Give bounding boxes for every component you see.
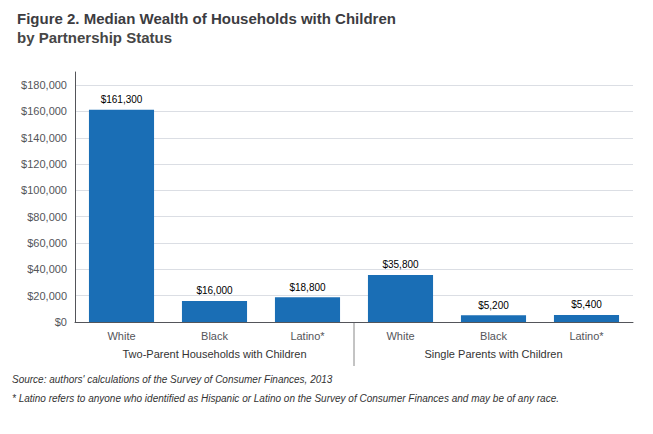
svg-text:$16,000: $16,000: [196, 285, 233, 296]
svg-text:Black: Black: [201, 330, 228, 342]
svg-text:$80,000: $80,000: [27, 211, 67, 223]
svg-text:Latino*: Latino*: [569, 330, 604, 342]
svg-text:Single Parents with Children: Single Parents with Children: [424, 348, 562, 360]
svg-text:* Latino refers to anyone who: * Latino refers to anyone who identified…: [12, 393, 559, 404]
svg-text:White: White: [107, 330, 135, 342]
svg-text:$20,000: $20,000: [27, 290, 67, 302]
svg-text:$5,400: $5,400: [571, 299, 602, 310]
svg-text:$0: $0: [55, 316, 67, 328]
svg-text:Figure 2. Median Wealth of Hou: Figure 2. Median Wealth of Households wi…: [17, 10, 396, 27]
svg-text:$35,800: $35,800: [382, 259, 419, 270]
svg-text:$161,300: $161,300: [101, 94, 143, 105]
svg-text:$180,000: $180,000: [21, 79, 67, 91]
svg-text:$100,000: $100,000: [21, 184, 67, 196]
svg-text:$140,000: $140,000: [21, 132, 67, 144]
svg-text:$160,000: $160,000: [21, 105, 67, 117]
svg-text:White: White: [386, 330, 414, 342]
svg-text:Latino*: Latino*: [290, 330, 325, 342]
svg-text:Two-Parent Households with Chi: Two-Parent Households with Children: [122, 348, 306, 360]
svg-text:$60,000: $60,000: [27, 237, 67, 249]
svg-text:$120,000: $120,000: [21, 158, 67, 170]
svg-text:Source: authors' calculations: Source: authors' calculations of the Sur…: [12, 374, 333, 385]
svg-text:$40,000: $40,000: [27, 263, 67, 275]
svg-text:$18,800: $18,800: [289, 282, 326, 293]
svg-text:by Partnership Status: by Partnership Status: [17, 29, 172, 46]
svg-text:$5,200: $5,200: [478, 300, 509, 311]
svg-text:Black: Black: [480, 330, 507, 342]
